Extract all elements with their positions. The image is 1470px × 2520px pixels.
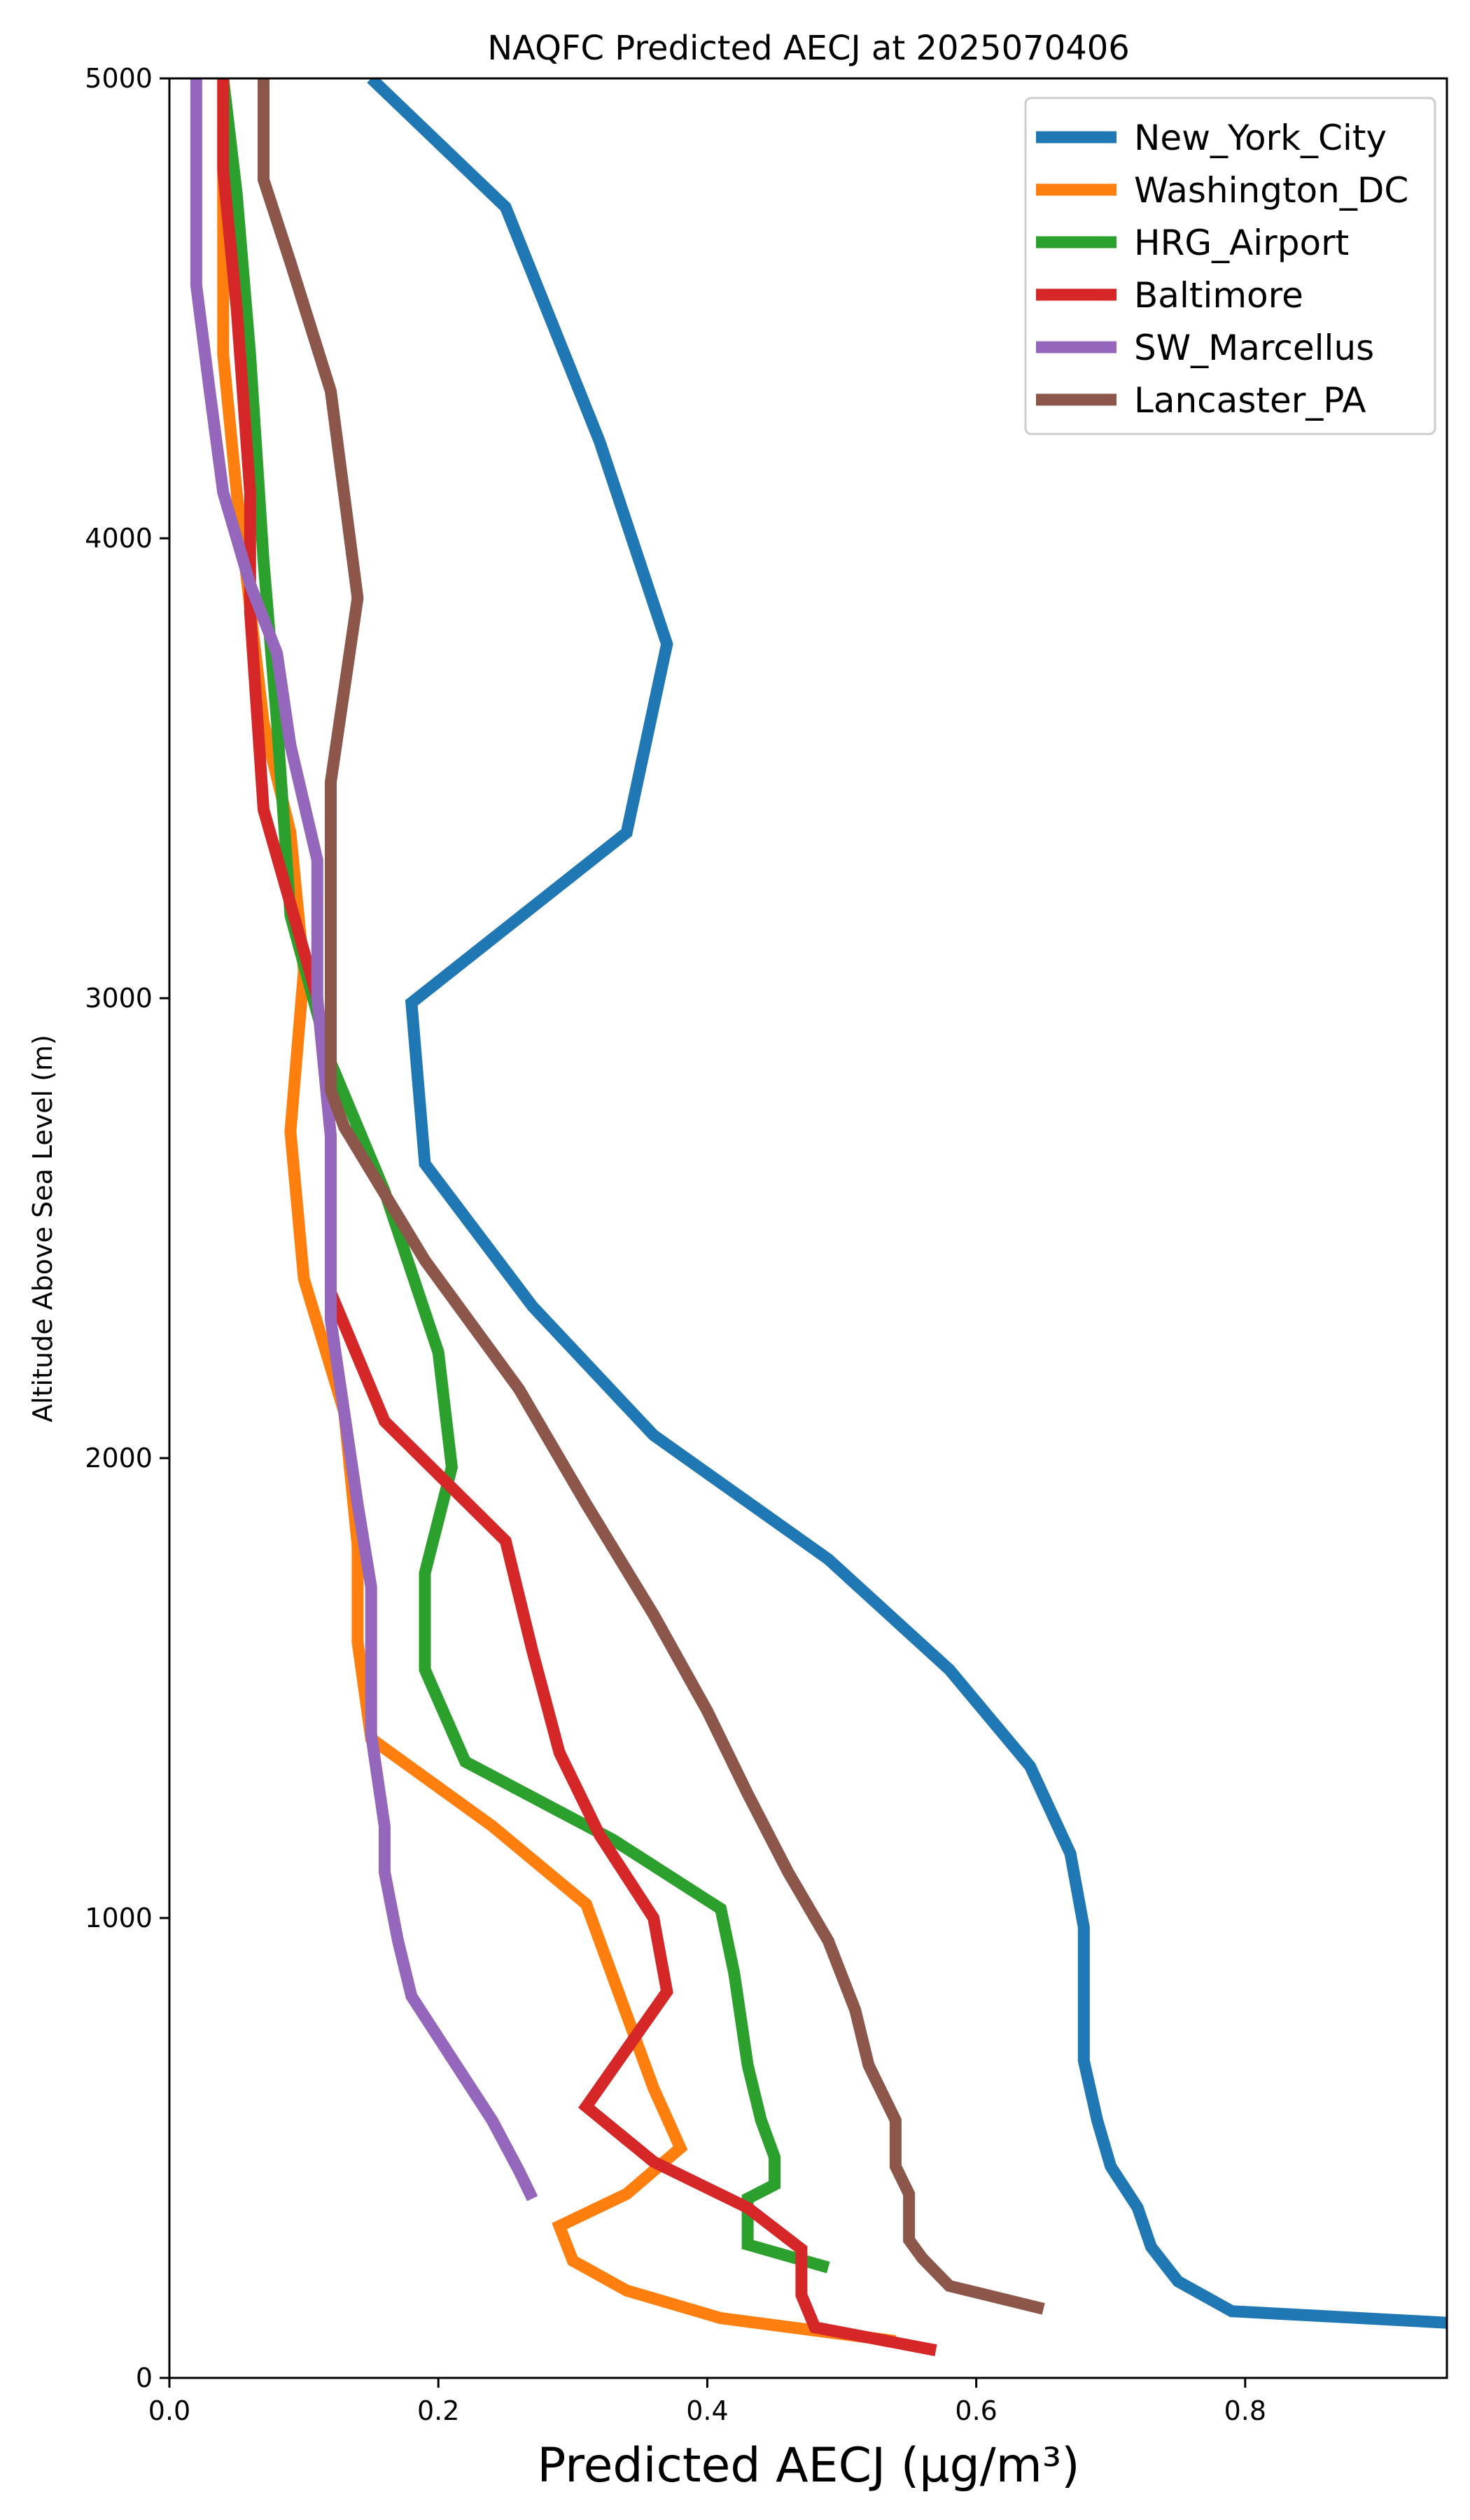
legend-entry: Washington_DC bbox=[1134, 170, 1408, 211]
x-tick-label: 0.6 bbox=[955, 2395, 997, 2426]
x-axis: 0.0 0.2 0.4 0.6 0.8 bbox=[148, 2378, 1266, 2426]
legend-entry: HRG_Airport bbox=[1134, 223, 1349, 263]
legend: New_York_City Washington_DC HRG_Airport Bal… bbox=[1024, 97, 1436, 435]
legend-entry: Lancaster_PA bbox=[1134, 380, 1366, 421]
series-line-hrg-airport bbox=[217, 78, 830, 2274]
x-tick-label: 0.2 bbox=[417, 2395, 459, 2426]
legend-entry: Baltimore bbox=[1134, 275, 1303, 316]
y-tick-label: 1000 bbox=[85, 1903, 153, 1933]
series-line-new-york-city bbox=[367, 78, 1447, 2329]
legend-box bbox=[1024, 97, 1436, 435]
x-tick-label: 0.8 bbox=[1224, 2395, 1266, 2426]
y-axis: 0 1000 2000 3000 4000 5000 bbox=[85, 63, 169, 2393]
series-layer bbox=[190, 78, 1447, 2356]
y-tick-label: 0 bbox=[136, 2362, 153, 2393]
chart-title: NAQFC Predicted AECJ at 2025070406 bbox=[487, 29, 1130, 68]
x-tick-label: 0.4 bbox=[686, 2395, 728, 2426]
y-tick-label: 5000 bbox=[85, 63, 153, 94]
y-tick-label: 3000 bbox=[85, 983, 153, 1014]
x-tick-label: 0.0 bbox=[148, 2395, 190, 2426]
y-tick-label: 4000 bbox=[85, 523, 153, 554]
plot-frame bbox=[168, 77, 1448, 2379]
y-axis-label: Altitude Above Sea Level (m) bbox=[27, 1035, 58, 1422]
legend-entry: New_York_City bbox=[1134, 118, 1387, 158]
series-line-lancaster-pa bbox=[258, 78, 1045, 2315]
legend-entry: SW_Marcellus bbox=[1134, 328, 1374, 368]
series-line-washington-dc bbox=[217, 78, 897, 2347]
y-tick-label: 2000 bbox=[85, 1443, 153, 1474]
x-axis-label: Predicted AECJ (μg/m³) bbox=[537, 2438, 1079, 2493]
series-line-sw-marcellus bbox=[190, 78, 538, 2202]
